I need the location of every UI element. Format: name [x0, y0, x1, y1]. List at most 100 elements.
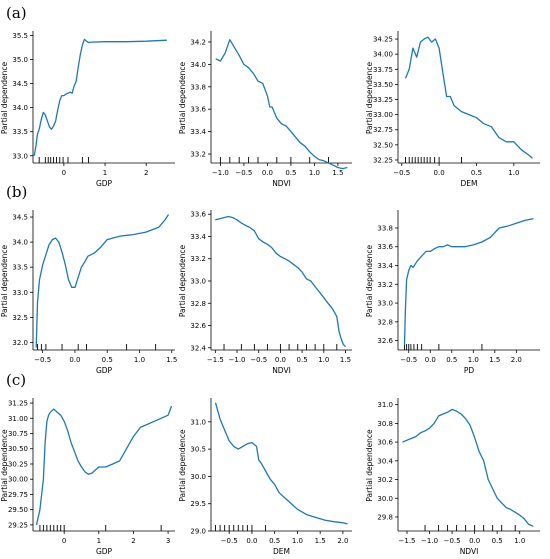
y-tick-label: 32.8: [190, 300, 206, 308]
partial-dependence-line: [35, 405, 173, 526]
x-tick-label: 0: [62, 537, 66, 545]
x-tick-label: 1.5: [489, 356, 500, 364]
y-tick-label: 33.2: [190, 255, 206, 263]
x-axis-label: GDP: [96, 366, 113, 375]
partial-dependence-line: [215, 39, 348, 170]
x-tick-label: −0.5: [444, 537, 461, 545]
y-tick-label: 30.50: [8, 445, 28, 453]
chart-panel-2: 33.2 33.4 33.6 33.8 34.0 34.2 −1.0 −0.5 0.0 0.5 1.…: [178, 31, 352, 188]
y-tick-label: 33.0: [12, 152, 28, 160]
x-tick-label: 1.5: [315, 537, 326, 545]
y-axis-label: Partial dependence: [178, 61, 187, 134]
y-tick-label: 33.0: [377, 300, 393, 308]
y-tick-label: 33.25: [373, 96, 393, 104]
x-tick-label: 0.5: [471, 169, 482, 177]
x-tick-label: 0.5: [285, 169, 296, 177]
x-tick-label: 1.5: [340, 356, 351, 364]
chart-panel-9: 29.8 30.0 30.2 30.4 30.6 30.8 31.0 −1.5 −1.0 −0.5…: [365, 398, 540, 556]
x-tick-label: 1.0: [508, 169, 519, 177]
y-tick-label: 30.2: [377, 476, 393, 484]
x-tick-label: 1.0: [318, 356, 329, 364]
y-tick-label: 33.6: [377, 243, 393, 251]
chart-panel-7: 29.25 29.50 29.75 30.00 30.25 30.50 30.75 31.00…: [0, 398, 175, 556]
row-label-a: (a): [6, 4, 27, 22]
x-tick-label: −0.5: [250, 356, 267, 364]
x-tick-label: 2: [131, 537, 135, 545]
y-tick-label: 32.0: [12, 339, 28, 347]
y-tick-label: 34.2: [190, 38, 206, 46]
x-axis-label: GDP: [96, 179, 113, 188]
y-tick-label: 34.5: [12, 214, 28, 222]
x-axis-label: NDVI: [272, 366, 291, 375]
y-tick-label: 30.0: [190, 473, 206, 481]
y-tick-label: 33.5: [12, 128, 28, 136]
y-tick-label: 32.6: [190, 322, 206, 330]
y-tick-label: 35.0: [12, 56, 28, 64]
y-tick-label: 34.00: [373, 51, 393, 59]
y-tick-label: 33.4: [190, 233, 206, 241]
partial-dependence-line: [215, 215, 346, 348]
y-axis-label: Partial dependence: [365, 429, 374, 502]
y-tick-label: 30.8: [377, 420, 393, 428]
y-tick-label: 33.50: [373, 81, 393, 89]
y-tick-label: 33.8: [377, 224, 393, 232]
x-tick-label: 2.0: [337, 537, 348, 545]
y-tick-label: 34.0: [12, 239, 28, 247]
y-tick-label: 29.75: [8, 491, 28, 499]
x-axis-label: NDVI: [272, 179, 291, 188]
y-tick-label: 32.4: [190, 344, 206, 352]
x-tick-label: 0.0: [275, 356, 286, 364]
chart-panel-1: 33.0 33.5 34.0 34.5 35.0 35.5 0 1 2 GDP Partial de…: [0, 31, 175, 188]
y-tick-label: 35.5: [12, 32, 28, 40]
y-tick-label: 33.5: [12, 264, 28, 272]
x-tick-label: −0.5: [34, 356, 51, 364]
chart-panel-6: 32.6 32.8 33.0 33.2 33.4 33.6 33.8 −0.5 0.0 0.5 1.…: [365, 210, 540, 375]
y-tick-label: 33.0: [12, 289, 28, 297]
x-tick-label: 2.0: [511, 356, 522, 364]
x-axis-label: NDVI: [460, 547, 479, 556]
x-tick-label: −0.5: [235, 169, 252, 177]
chart-panel-5: 32.4 32.6 32.8 33.0 33.2 33.4 33.6 −1.5 −1.0 −0.5…: [178, 210, 352, 375]
x-tick-label: 1.5: [166, 356, 177, 364]
x-axis-label: DEM: [273, 547, 290, 556]
x-tick-label: 0.5: [269, 537, 280, 545]
x-tick-label: 2: [144, 169, 148, 177]
row-label-b: (b): [6, 183, 28, 201]
x-tick-label: 3: [166, 537, 170, 545]
y-tick-label: 33.75: [373, 66, 393, 74]
y-axis-label: Partial dependence: [365, 244, 374, 317]
y-tick-label: 33.2: [190, 151, 206, 159]
partial-dependence-line: [35, 214, 170, 348]
y-tick-label: 30.75: [8, 430, 28, 438]
y-tick-label: 34.0: [190, 61, 206, 69]
y-tick-label: 29.25: [8, 521, 28, 529]
x-tick-label: 1.0: [309, 169, 320, 177]
y-axis-label: Partial dependence: [0, 429, 9, 502]
x-tick-label: −0.5: [393, 169, 410, 177]
chart-panel-4: 32.0 32.5 33.0 33.5 34.0 34.5 −0.5 0.0 0.5 1.0 1.5…: [0, 210, 177, 375]
y-axis-label: Partial dependence: [0, 244, 9, 317]
x-tick-label: −1.5: [207, 356, 224, 364]
row-label-c: (c): [6, 371, 27, 389]
x-tick-label: 0.5: [446, 356, 457, 364]
x-tick-label: 1: [97, 537, 101, 545]
y-tick-label: 30.0: [377, 495, 393, 503]
y-tick-label: 33.2: [377, 281, 393, 289]
x-tick-label: 1: [103, 169, 107, 177]
y-tick-label: 31.25: [8, 400, 28, 408]
x-tick-label: −1.5: [399, 537, 416, 545]
x-tick-label: 0.0: [469, 537, 480, 545]
y-tick-label: 29.50: [8, 506, 28, 514]
x-axis-label: PD: [464, 366, 475, 375]
x-tick-label: 0.0: [425, 356, 436, 364]
y-tick-label: 32.8: [377, 318, 393, 326]
y-tick-label: 33.8: [190, 83, 206, 91]
y-axis-label: Partial dependence: [365, 61, 374, 134]
x-tick-label: 0.5: [102, 356, 113, 364]
x-tick-label: 0.5: [492, 537, 503, 545]
x-tick-label: −1.0: [421, 537, 438, 545]
y-tick-label: 32.5: [12, 314, 28, 322]
y-tick-label: 33.4: [377, 262, 393, 270]
y-axis-label: Partial dependence: [0, 61, 9, 134]
y-tick-label: 34.25: [373, 36, 393, 44]
